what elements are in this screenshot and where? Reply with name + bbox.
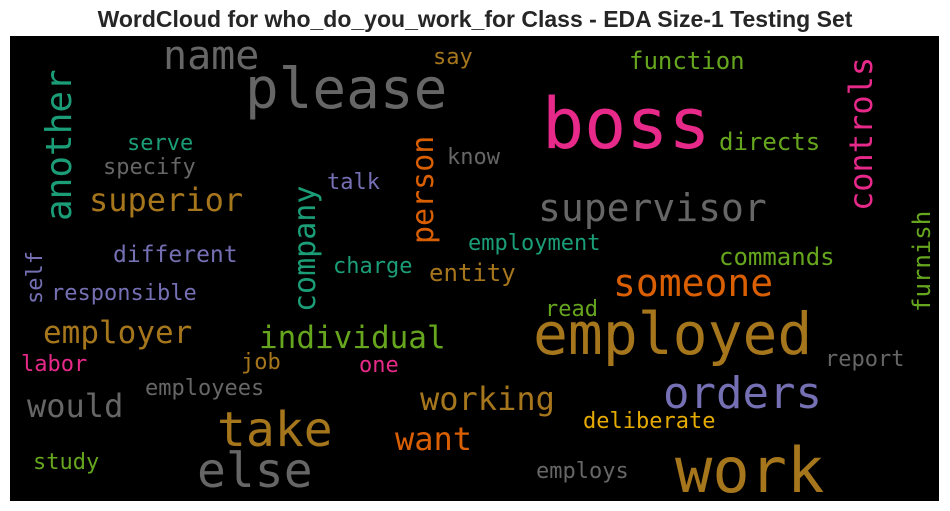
word-boss: boss [542, 83, 711, 165]
word-else: else [197, 443, 313, 499]
word-employer: employer [43, 315, 192, 351]
word-say: say [433, 45, 473, 70]
word-know: know [447, 145, 501, 170]
word-directs: directs [719, 128, 820, 156]
chart-title: WordCloud for who_do_you_work_for Class … [97, 6, 853, 32]
word-name: name [163, 36, 259, 79]
word-furnish: furnish [908, 211, 936, 312]
word-supervisor: supervisor [538, 186, 767, 230]
word-orders: orders [663, 368, 822, 419]
word-specify: specify [103, 155, 196, 180]
word-employees: employees [145, 376, 264, 401]
word-one: one [359, 353, 399, 378]
word-talk: talk [327, 170, 380, 195]
word-report: report [825, 347, 904, 372]
wordcloud-canvas: please boss work employed name another supervi… [10, 36, 939, 501]
word-entity: entity [429, 259, 516, 287]
word-study: study [33, 450, 99, 475]
word-another: another [39, 69, 80, 221]
word-employed: employed [533, 300, 812, 368]
word-labor: labor [21, 352, 87, 377]
word-someone: someone [613, 261, 773, 305]
word-serve: serve [127, 131, 193, 156]
word-deliberate: deliberate [583, 409, 715, 434]
word-charge: charge [333, 254, 412, 279]
word-individual: individual [259, 320, 446, 356]
word-person: person [406, 136, 441, 244]
word-employs: employs [536, 459, 629, 484]
word-please: please [245, 57, 447, 122]
word-working: working [420, 380, 555, 418]
word-company: company [288, 186, 323, 312]
word-take: take [217, 402, 333, 458]
word-controls: controls [842, 57, 880, 211]
word-would: would [27, 387, 123, 425]
word-read: read [545, 297, 598, 322]
wordcloud-svg: please boss work employed name another supervi… [21, 36, 936, 501]
word-employment: employment [468, 231, 600, 256]
word-job: job [241, 350, 281, 375]
word-self: self [23, 251, 48, 304]
word-commands: commands [719, 243, 835, 271]
word-work: work [675, 434, 824, 501]
word-responsible: responsible [51, 281, 197, 306]
word-different: different [113, 242, 238, 268]
word-superior: superior [89, 181, 243, 219]
word-function: function [629, 47, 745, 75]
word-want: want [395, 420, 472, 458]
